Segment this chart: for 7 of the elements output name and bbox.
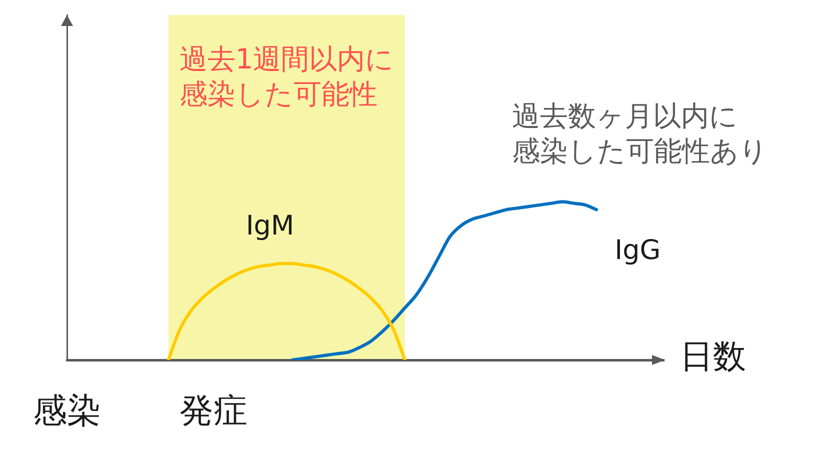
series-label: IgG [614, 234, 661, 266]
series-label: IgM [246, 210, 294, 242]
text: 過去数ヶ月以内に感染した可能性あり [512, 99, 768, 168]
x-tick-label: 発症 [179, 391, 248, 432]
x-tick-label: 感染 [33, 391, 101, 432]
x-axis-title: 日数 [680, 336, 746, 376]
text: 過去1週間以内に感染した可能性 [179, 42, 394, 110]
